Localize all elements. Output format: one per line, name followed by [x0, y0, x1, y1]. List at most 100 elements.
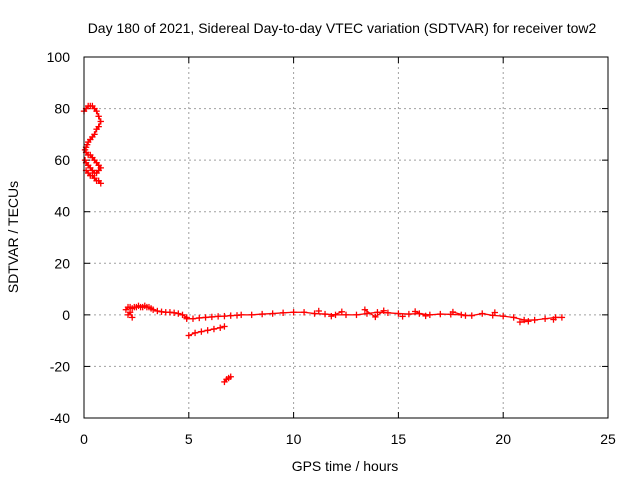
data-trace [169, 311, 175, 314]
data-trace [91, 105, 95, 109]
data-trace [96, 170, 100, 174]
chart-title: Day 180 of 2021, Sidereal Day-to-day VTE… [88, 20, 597, 36]
data-trace [366, 311, 378, 315]
data-trace [262, 312, 273, 315]
y-tick-label: -20 [50, 358, 70, 374]
x-axis: 0 5 10 15 20 25 [80, 57, 616, 447]
data-trace [519, 320, 529, 323]
data-trace [91, 175, 95, 179]
data-trace [91, 170, 95, 174]
data-trace [182, 314, 188, 318]
data-trace [85, 151, 89, 156]
data-trace [228, 376, 232, 379]
data-trace [96, 126, 100, 130]
data-trace [86, 141, 89, 145]
data-trace [148, 306, 152, 309]
data-trace [251, 313, 263, 316]
data-trace [314, 312, 326, 315]
x-tick-label: 5 [185, 431, 193, 447]
data-trace [356, 312, 368, 316]
data-trace [213, 327, 221, 330]
x-tick-label: 25 [600, 431, 616, 447]
data-trace [89, 136, 93, 140]
data-trace [150, 307, 154, 311]
data-trace [87, 139, 91, 143]
data-trace [136, 305, 139, 308]
data-point [315, 307, 322, 315]
data-trace [503, 315, 514, 319]
y-axis-label: SDTVAR / TECUs [5, 181, 21, 293]
data-trace [482, 312, 493, 317]
data-trace [161, 311, 166, 313]
data-trace [194, 330, 202, 334]
data-trace [87, 164, 91, 169]
data-trace [471, 312, 483, 317]
data-trace [283, 311, 294, 314]
data-trace [304, 311, 315, 315]
x-axis-label: GPS time / hours [292, 458, 399, 474]
data-trace [174, 312, 179, 315]
data-trace [226, 377, 229, 380]
data-trace [85, 105, 89, 109]
data-point [221, 323, 228, 330]
y-axis: -40 -20 0 20 40 60 80 100 [47, 49, 608, 426]
data-trace [452, 311, 466, 317]
data-trace [85, 170, 89, 174]
data-trace [377, 311, 388, 314]
y-tick-label: 40 [54, 204, 70, 220]
data-trace [152, 309, 158, 312]
data-trace [188, 332, 196, 337]
data-trace [91, 133, 95, 138]
data-trace [84, 149, 87, 153]
x-tick-label: 15 [391, 431, 407, 447]
data-trace [211, 315, 219, 318]
data-trace [98, 180, 102, 184]
x-tick-label: 0 [80, 431, 88, 447]
data-trace [408, 312, 420, 315]
data-trace [129, 306, 133, 309]
data-point [491, 309, 499, 316]
data-trace [93, 159, 98, 164]
data-trace [98, 121, 102, 127]
data-trace [142, 305, 146, 308]
data-trace [89, 167, 93, 171]
data-trace [387, 312, 399, 315]
data-trace [220, 325, 225, 329]
data-trace [125, 306, 129, 311]
plot-frame [83, 56, 609, 419]
data-trace [534, 318, 546, 321]
x-tick-label: 10 [286, 431, 302, 447]
data-trace [205, 316, 212, 319]
data-trace [93, 177, 98, 182]
data-trace [91, 157, 95, 161]
data-trace [129, 312, 133, 318]
data-trace [96, 162, 100, 166]
data-trace [89, 154, 93, 158]
data-trace [398, 312, 409, 315]
grid [84, 57, 608, 418]
data-trace [144, 305, 148, 308]
y-tick-label: 0 [62, 307, 70, 323]
data-trace [93, 108, 98, 112]
y-tick-label: 20 [54, 255, 70, 271]
data-trace [87, 172, 91, 177]
y-tick-label: 80 [54, 101, 70, 117]
data-trace [331, 311, 343, 317]
data-trace [85, 144, 88, 148]
y-tick-label: -40 [50, 410, 70, 426]
data-point [129, 314, 136, 321]
y-tick-label: 100 [47, 49, 71, 65]
data-trace [84, 159, 87, 163]
data-trace [223, 378, 228, 383]
data-trace [199, 316, 206, 319]
data-trace [374, 310, 385, 318]
data-trace [98, 164, 102, 169]
data-trace [272, 312, 284, 315]
data-points [80, 102, 566, 386]
data-trace [429, 313, 441, 316]
data-trace [364, 309, 376, 318]
data-trace [178, 312, 183, 316]
data-trace [98, 116, 102, 122]
data-trace [138, 305, 141, 308]
data-trace [207, 328, 215, 331]
